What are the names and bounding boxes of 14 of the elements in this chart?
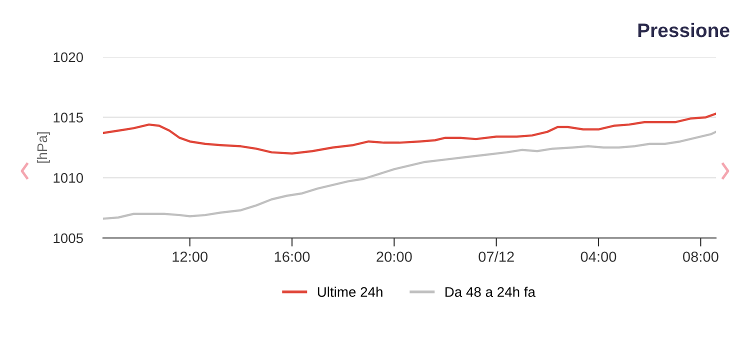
legend-label: Ultime 24h <box>318 286 382 297</box>
y-tick-label: 1020 <box>54 52 84 62</box>
legend-label: Da 48 a 24h fa <box>445 286 536 297</box>
x-tick-label: 07/12 <box>478 251 514 262</box>
y-tick-label: 1005 <box>54 233 83 244</box>
y-tick-label: 1015 <box>54 112 83 123</box>
x-tick-label: 08:00 <box>683 252 718 262</box>
chart-title: Pressione <box>638 22 730 38</box>
x-tick-label: 12:00 <box>172 252 208 262</box>
x-tick-label: 16:00 <box>274 252 310 262</box>
y-axis-title: [hPa] <box>36 132 50 163</box>
y-tick-label: 1010 <box>54 173 84 183</box>
x-tick-label: 04:00 <box>580 252 616 262</box>
x-tick-label: 20:00 <box>376 252 412 262</box>
